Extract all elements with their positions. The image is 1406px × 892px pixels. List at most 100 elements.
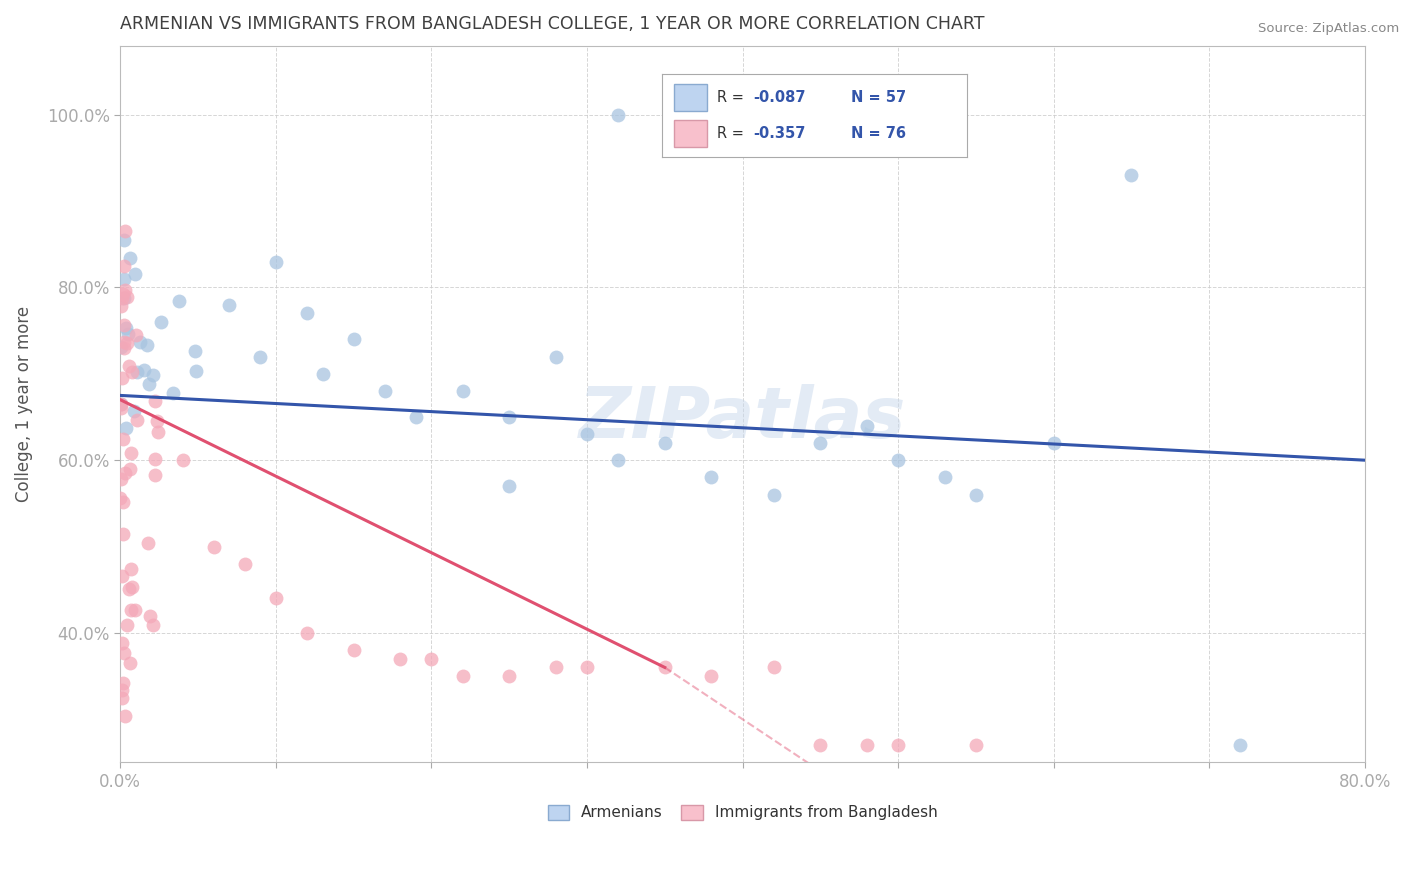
Point (808, 738, 831, 752)
Point (146, 413, 169, 427)
Point (111, 636, 134, 650)
Point (162, 386, 184, 401)
Point (124, 403, 146, 417)
Point (544, 660, 567, 674)
Point (112, 676, 135, 690)
Point (233, 557, 256, 571)
Point (125, 413, 148, 427)
Point (184, 343, 207, 358)
Point (762, 660, 785, 674)
Point (808, 436, 831, 450)
Point (111, 683, 134, 698)
Point (125, 365, 148, 379)
Point (112, 494, 135, 508)
Point (132, 363, 155, 377)
Point (575, 427, 598, 442)
Point (125, 328, 148, 343)
Point (118, 251, 141, 265)
Point (136, 535, 159, 549)
Point (114, 271, 136, 285)
Point (451, 669, 474, 683)
Text: ARMENIAN VS IMMIGRANTS FROM BANGLADESH COLLEGE, 1 YEAR OR MORE CORRELATION CHART: ARMENIAN VS IMMIGRANTS FROM BANGLADESH C… (121, 15, 984, 33)
Point (389, 652, 412, 666)
Point (118, 656, 141, 670)
Point (142, 618, 165, 632)
Point (111, 291, 134, 305)
Point (607, 108, 630, 122)
Point (295, 306, 318, 320)
Point (120, 445, 142, 459)
Point (311, 367, 333, 381)
Point (218, 298, 240, 312)
Point (121, 365, 143, 379)
Point (143, 468, 166, 483)
Point (544, 350, 567, 364)
Text: Source: ZipAtlas.com: Source: ZipAtlas.com (1258, 22, 1399, 36)
Point (143, 394, 166, 409)
Point (172, 453, 194, 467)
Point (111, 527, 134, 541)
Point (498, 409, 520, 424)
Point (112, 334, 135, 349)
Point (420, 652, 443, 666)
Point (405, 409, 427, 424)
Point (934, 470, 956, 484)
Point (118, 359, 141, 374)
Point (654, 436, 676, 450)
Point (110, 300, 132, 314)
Point (112, 341, 135, 355)
Point (138, 609, 160, 624)
Point (169, 294, 191, 309)
Point (115, 336, 138, 351)
Point (150, 315, 173, 329)
Point (110, 397, 132, 411)
Point (374, 384, 396, 398)
Point (128, 334, 150, 349)
Point (112, 259, 135, 273)
Point (135, 337, 157, 351)
Point (264, 254, 287, 268)
Point (121, 580, 143, 594)
Point (124, 268, 146, 282)
Point (965, 738, 987, 752)
Point (295, 626, 318, 640)
Point (143, 451, 166, 466)
Point (1042, 436, 1064, 450)
Point (142, 368, 165, 382)
Point (762, 488, 785, 502)
Point (700, 669, 723, 683)
Point (114, 466, 136, 480)
Point (654, 660, 676, 674)
Point (117, 290, 139, 304)
Point (965, 488, 987, 502)
Point (700, 470, 723, 484)
Point (249, 350, 271, 364)
Point (110, 401, 132, 416)
Point (114, 283, 136, 297)
Point (110, 491, 132, 505)
Point (184, 364, 207, 378)
Point (120, 603, 142, 617)
Point (115, 421, 138, 435)
Point (112, 318, 135, 333)
Point (498, 479, 520, 493)
Point (112, 646, 135, 660)
Point (1229, 738, 1251, 752)
Point (575, 660, 598, 674)
Point (856, 418, 879, 433)
Point (343, 332, 366, 346)
Point (111, 286, 134, 301)
Point (264, 591, 287, 606)
Point (114, 224, 136, 238)
Point (112, 432, 135, 446)
Point (856, 738, 879, 752)
Point (111, 371, 134, 385)
Point (887, 738, 910, 752)
Point (115, 617, 138, 632)
Point (110, 472, 132, 486)
Point (498, 669, 520, 683)
Point (146, 425, 169, 439)
Point (202, 540, 225, 554)
Point (451, 384, 474, 398)
Point (117, 326, 139, 341)
